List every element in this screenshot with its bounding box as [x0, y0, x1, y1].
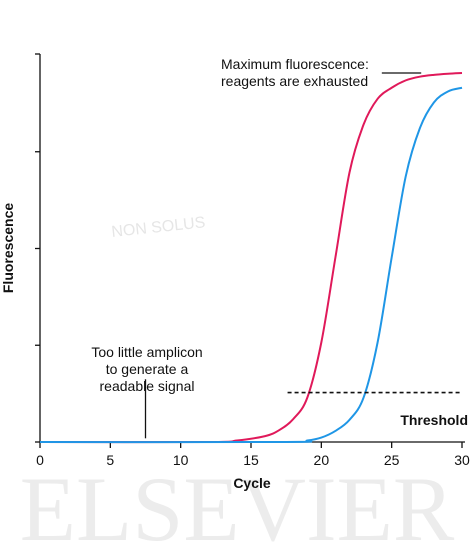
x-tick-label: 20	[314, 452, 330, 468]
x-tick-label: 10	[173, 452, 189, 468]
y-axis-ticks	[35, 53, 40, 443]
annotation-low-line-3: readable signal	[100, 378, 195, 394]
amplification-curve-blue	[39, 86, 463, 444]
watermark-text: ELSEVIER	[20, 458, 455, 550]
amplification-curve-red	[39, 72, 463, 444]
threshold-label: Threshold	[400, 412, 468, 428]
x-tick-label: 25	[384, 452, 400, 468]
annotation-low-line-1: Too little amplicon	[91, 344, 202, 360]
annotation-max-line-2: reagents are exhausted	[221, 73, 368, 89]
x-tick-label: 15	[243, 452, 259, 468]
watermark: NON SOLUS ELSEVIER	[20, 214, 455, 550]
x-tick-label: 30	[454, 452, 470, 468]
annotation-low-line-2: to generate a	[106, 361, 189, 377]
x-axis-ticks: 0 5 10 15 20 25 30	[36, 442, 470, 468]
x-axis-title: Cycle	[233, 475, 271, 491]
annotation-max-fluorescence: Maximum fluorescence: reagents are exhau…	[221, 56, 422, 89]
x-tick-label: 0	[36, 452, 44, 468]
y-axis-title: Fluorescence	[0, 203, 16, 293]
watermark-motto: NON SOLUS	[111, 214, 207, 241]
annotation-max-line-1: Maximum fluorescence:	[221, 56, 369, 72]
annotation-too-little: Too little amplicon to generate a readab…	[91, 344, 203, 439]
x-tick-label: 5	[106, 452, 114, 468]
series-layer	[39, 72, 463, 444]
